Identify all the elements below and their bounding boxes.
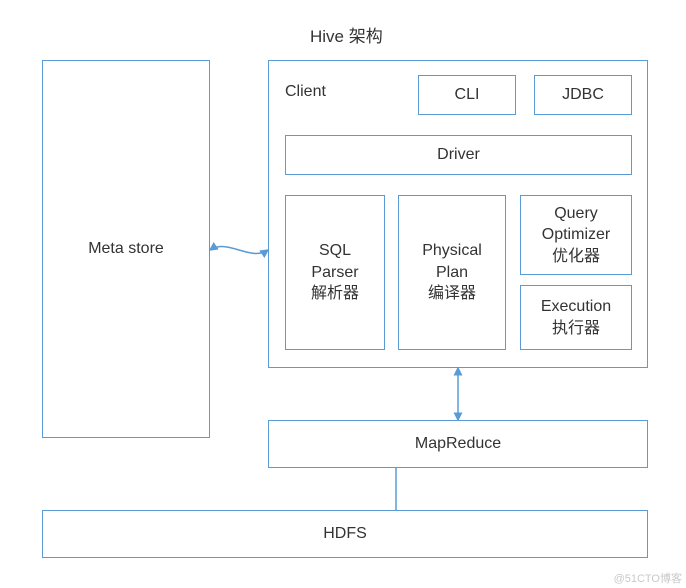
node-plan: Physical Plan 编译器 [398, 195, 506, 350]
node-optimizer: Query Optimizer 优化器 [520, 195, 632, 275]
node-mapreduce: MapReduce [268, 420, 648, 468]
label-optimizer: Query Optimizer 优化器 [542, 203, 610, 268]
node-client-lbl: Client [285, 80, 355, 104]
watermark: @51CTO博客 [614, 570, 682, 586]
node-hdfs: HDFS [42, 510, 648, 558]
label-client: Client [285, 81, 326, 103]
label-hdfs: HDFS [323, 523, 367, 545]
label-parser: SQL Parser 解析器 [311, 240, 359, 305]
label-plan: Physical Plan 编译器 [422, 240, 482, 305]
node-execution: Execution 执行器 [520, 285, 632, 350]
label-driver: Driver [437, 144, 480, 166]
node-cli: CLI [418, 75, 516, 115]
label-metastore: Meta store [88, 238, 164, 260]
label-mapreduce: MapReduce [415, 433, 501, 455]
label-jdbc: JDBC [562, 84, 604, 106]
node-parser: SQL Parser 解析器 [285, 195, 385, 350]
label-execution: Execution 执行器 [541, 296, 611, 339]
node-driver: Driver [285, 135, 632, 175]
node-metastore: Meta store [42, 60, 210, 438]
label-cli: CLI [455, 84, 480, 106]
node-jdbc: JDBC [534, 75, 632, 115]
diagram-title: Hive 架构 [310, 22, 383, 47]
